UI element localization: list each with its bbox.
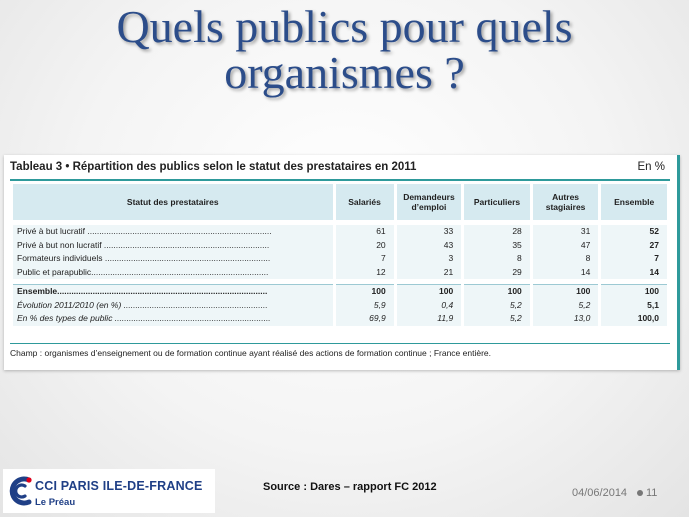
table-cell: 29 (464, 265, 530, 279)
cci-logo: CCI PARIS ILE-DE-FRANCE Le Préau (3, 469, 215, 513)
table-row: Privé à but non lucratif ...............… (13, 238, 667, 252)
row-label: En % des types de public ...............… (13, 312, 333, 326)
source-note: Source : Dares – rapport FC 2012 (263, 481, 437, 493)
column-header: Statut des prestataires (13, 184, 333, 220)
separator-dot-icon (637, 490, 643, 496)
table-cell: 7 (601, 252, 667, 266)
table-row: Public et parapublic....................… (13, 265, 667, 279)
table-cell: 8 (464, 252, 530, 266)
table-cell: 21 (396, 265, 462, 279)
cci-logo-icon (9, 476, 32, 506)
table-cell: 69,9 (335, 312, 394, 326)
table-bottom-rule (10, 343, 670, 344)
table-cell: 100 (532, 284, 599, 299)
column-header: Demandeurs d’emploi (396, 184, 462, 220)
table-cell: 31 (532, 225, 599, 239)
page-number: 11 (646, 487, 658, 499)
table-cell: 100,0 (601, 312, 667, 326)
column-header: Salariés (335, 184, 394, 220)
slide-title-line2: organismes ? (224, 47, 465, 98)
table-cell: 11,9 (396, 312, 462, 326)
table-row: En % des types de public ...............… (13, 312, 667, 326)
table-cell: 28 (464, 225, 530, 239)
table-cell: 3 (396, 252, 462, 266)
table-footnote: Champ : organismes d’enseignement ou de … (10, 348, 491, 358)
column-header: Ensemble (601, 184, 667, 220)
table-cell: 43 (396, 238, 462, 252)
table-cell: 100 (396, 284, 462, 299)
table-cell: 5,2 (532, 298, 599, 312)
table-cell: 14 (601, 265, 667, 279)
table-title: Tableau 3 • Répartition des publics selo… (10, 161, 417, 173)
table-cell: 20 (335, 238, 394, 252)
table-top-rule (10, 179, 670, 181)
row-label: Formateurs individuels .................… (13, 252, 333, 266)
publics-table: Statut des prestataires Salariés Demande… (10, 184, 670, 326)
table-cell: 5,2 (464, 298, 530, 312)
table-cell: 100 (464, 284, 530, 299)
row-label: Privé à but lucratif ...................… (13, 225, 333, 239)
logo-org-name: CCI PARIS ILE-DE-FRANCE (35, 479, 203, 493)
table-cell: 14 (532, 265, 599, 279)
slide-title: Quels publics pour quels organismes ? (0, 4, 689, 96)
table-cell: 7 (335, 252, 394, 266)
table-row: Formateurs individuels .................… (13, 252, 667, 266)
table-cell: 13,0 (532, 312, 599, 326)
table-cell: 100 (335, 284, 394, 299)
table-row-total: Ensemble................................… (13, 284, 667, 299)
table-row: Privé à but lucratif ...................… (13, 225, 667, 239)
table-cell: 5,9 (335, 298, 394, 312)
table-cell: 100 (601, 284, 667, 299)
table-caption: Tableau 3 • Répartition des publics selo… (10, 161, 665, 177)
row-label: Privé à but non lucratif ...............… (13, 238, 333, 252)
table-cell: 35 (464, 238, 530, 252)
table-row: Évolution 2011/2010 (en %) .............… (13, 298, 667, 312)
table-cell: 5,2 (464, 312, 530, 326)
data-table-panel: Tableau 3 • Répartition des publics selo… (4, 155, 680, 370)
logo-sub-name: Le Préau (35, 497, 76, 508)
table-cell: 61 (335, 225, 394, 239)
table-unit: En % (637, 161, 666, 173)
row-label: Évolution 2011/2010 (en %) .............… (13, 298, 333, 312)
table-cell: 5,1 (601, 298, 667, 312)
slide-date: 04/06/2014 (572, 487, 628, 499)
row-label: Public et parapublic....................… (13, 265, 333, 279)
table-cell: 52 (601, 225, 667, 239)
slide-title-line1: Quels publics pour quels (116, 1, 573, 52)
row-label: Ensemble................................… (13, 284, 333, 299)
column-header: Particuliers (464, 184, 530, 220)
table-cell: 12 (335, 265, 394, 279)
table-cell: 8 (532, 252, 599, 266)
column-header: Autres stagiaires (532, 184, 599, 220)
table-cell: 33 (396, 225, 462, 239)
accent-bar (677, 155, 680, 370)
table-cell: 47 (532, 238, 599, 252)
table-cell: 0,4 (396, 298, 462, 312)
table-header-row: Statut des prestataires Salariés Demande… (13, 184, 667, 220)
table-cell: 27 (601, 238, 667, 252)
